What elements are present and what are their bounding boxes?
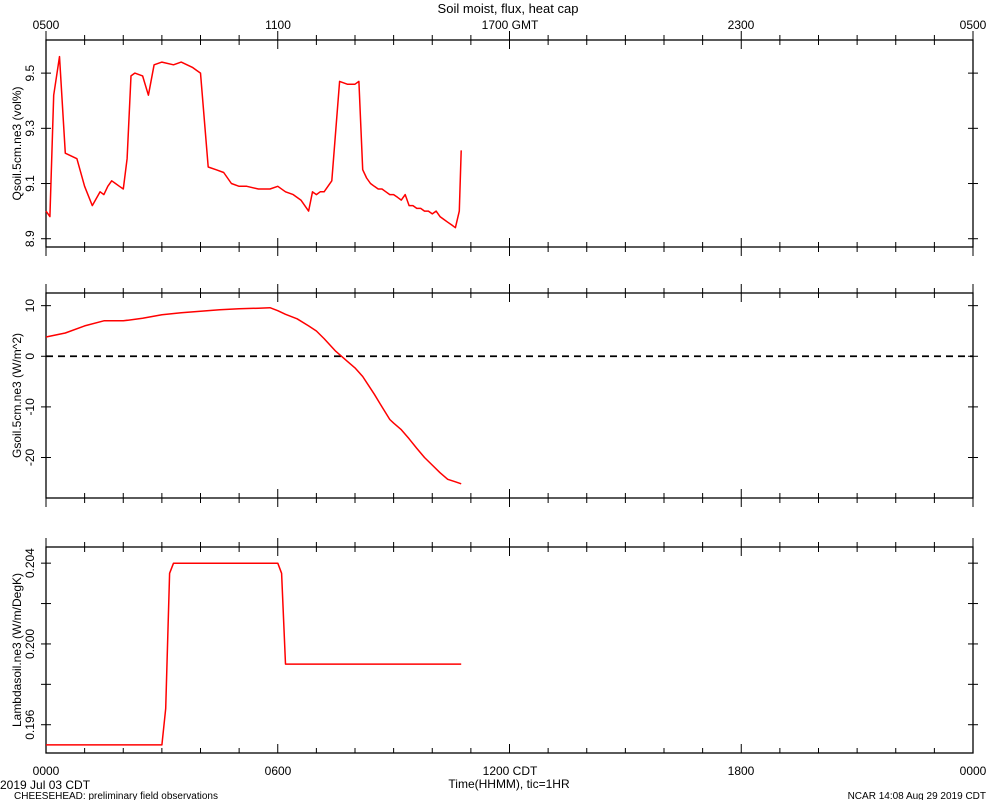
top-tick-label: 0500 — [960, 18, 987, 32]
bottom-tick-label: 0000 — [33, 764, 60, 778]
bottom-tick-label: 0600 — [265, 764, 292, 778]
plot-frame — [45, 546, 974, 754]
y-axis-title: Lambdasoil.ne3 (W/m/DegK) — [10, 573, 24, 727]
bottom-tick-label: 1200 CDT — [483, 764, 538, 778]
y-tick-label: 9.1 — [23, 175, 37, 192]
y-tick-label: 0.196 — [23, 709, 37, 739]
top-tick-label: 2300 — [728, 18, 755, 32]
y-tick-label: 8.9 — [23, 230, 37, 247]
top-tick-label: 0500 — [33, 18, 60, 32]
y-tick-label: 10 — [23, 299, 37, 313]
soil-heat-flux-panel: -20 -10 0 10 Gsoil.5cm.ne3 (W/m^2) — [10, 284, 978, 507]
series-line — [45, 55, 462, 229]
footer-left: CHEESEHEAD: preliminary field observatio… — [14, 791, 218, 800]
figure-title: Soil moist, flux, heat cap — [438, 1, 579, 16]
top-tick-label: 1100 — [265, 18, 291, 32]
x-axis-title: Time(HHMM), tic=1HR — [448, 777, 570, 791]
soil-moisture-panel: 8.9 9.1 9.3 9.5 Qsoil.5cm.ne3 (vol%) — [10, 31, 978, 256]
series-line — [46, 562, 462, 746]
bottom-tick-label: 1800 — [728, 764, 755, 778]
y-tick-label: 9.5 — [23, 64, 37, 81]
plot-frame — [45, 39, 974, 248]
footer-right: NCAR 14:08 Aug 29 2019 CDT — [848, 791, 986, 800]
y-axis-title: Qsoil.5cm.ne3 (vol%) — [10, 86, 24, 200]
y-tick-label: 0 — [23, 353, 37, 360]
y-tick-label: 9.3 — [23, 120, 37, 137]
y-tick-label: -10 — [23, 398, 37, 416]
top-axis-labels: 0500 1100 1700 GMT 2300 0500 — [33, 18, 987, 32]
y-tick-label: -20 — [23, 449, 37, 467]
date-label: 2019 Jul 03 CDT — [0, 778, 91, 792]
series-line — [45, 306, 462, 485]
y-tick-label: 0.200 — [23, 629, 37, 659]
plot-frame — [45, 292, 974, 499]
top-tick-label: 1700 GMT — [482, 18, 539, 32]
y-tick-label: 0.204 — [23, 548, 37, 578]
bottom-axis-labels: 0000 0600 1200 CDT 1800 0000 — [33, 764, 987, 778]
bottom-tick-label: 0000 — [960, 764, 987, 778]
y-axis-title: Gsoil.5cm.ne3 (W/m^2) — [10, 333, 24, 458]
